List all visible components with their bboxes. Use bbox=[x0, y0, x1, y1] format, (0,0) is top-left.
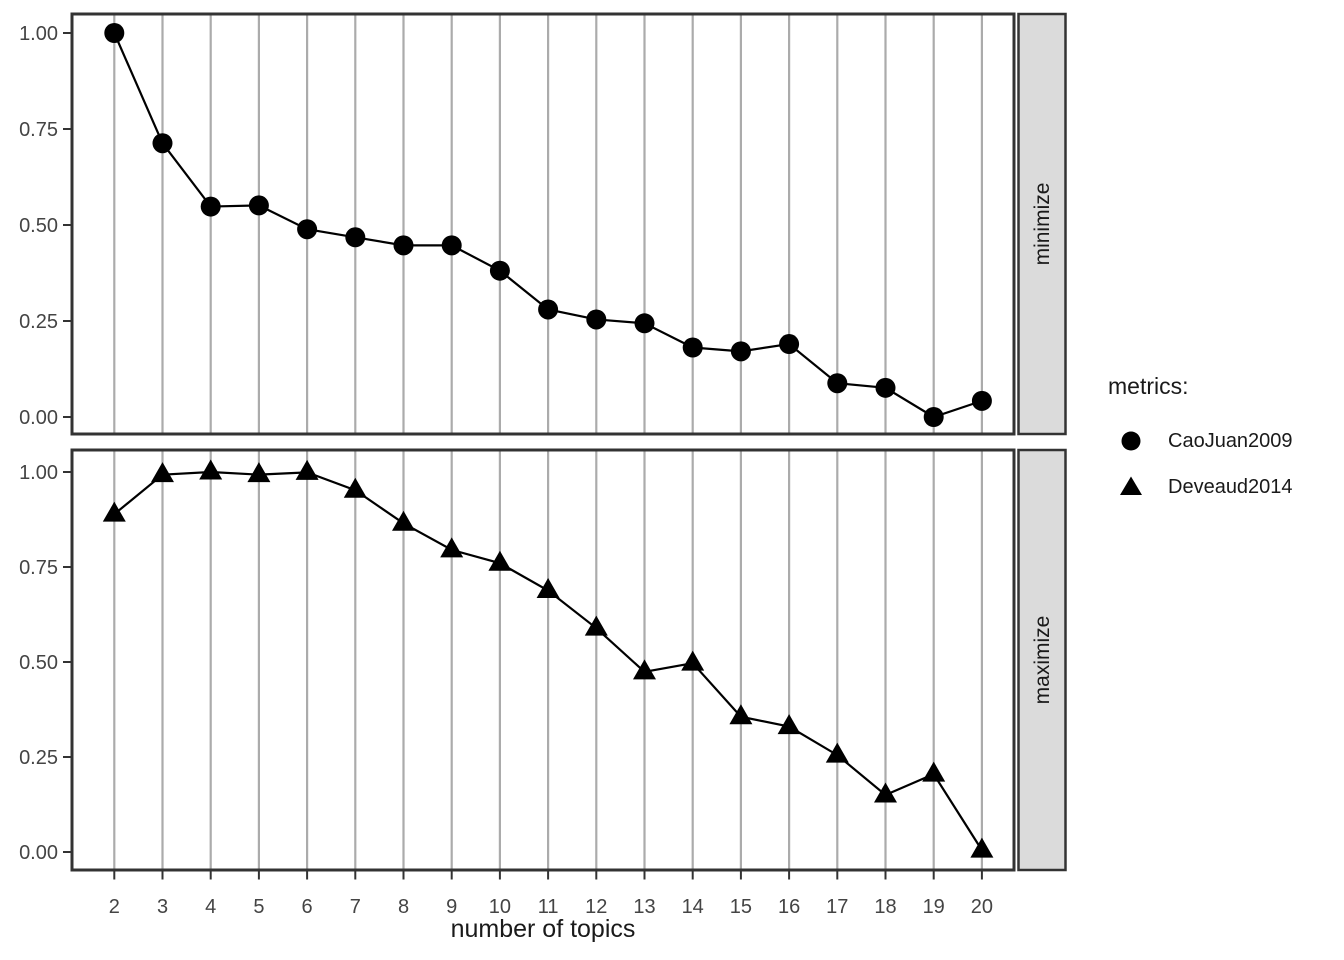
data-point-triangle bbox=[584, 615, 608, 636]
y-axis-tick-label: 0.75 bbox=[19, 557, 58, 579]
y-axis-tick-label: 0.00 bbox=[19, 407, 58, 429]
data-point-circle bbox=[971, 390, 992, 411]
legend-items: CaoJuan2009 Deveaud2014 bbox=[1108, 418, 1338, 510]
x-axis-tick-label: 20 bbox=[971, 896, 993, 918]
x-axis-tick-label: 12 bbox=[585, 896, 607, 918]
x-axis-tick-label: 19 bbox=[923, 896, 945, 918]
x-axis-tick-label: 4 bbox=[205, 896, 216, 918]
data-point-circle bbox=[827, 373, 848, 394]
x-axis-tick-label: 10 bbox=[489, 896, 511, 918]
y-axis-tick-label: 0.50 bbox=[19, 215, 58, 237]
x-axis-tick-label: 9 bbox=[446, 896, 457, 918]
facet-strip bbox=[1017, 448, 1067, 872]
facet-strip-label: maximize bbox=[1031, 616, 1054, 705]
data-point-circle bbox=[441, 235, 462, 256]
data-point-triangle bbox=[874, 782, 897, 803]
x-axis-tick-label: 15 bbox=[730, 896, 752, 918]
data-point-triangle bbox=[681, 650, 705, 671]
legend-item-label: CaoJuan2009 bbox=[1168, 429, 1293, 452]
panel-border bbox=[70, 12, 1016, 436]
data-point-circle bbox=[682, 337, 703, 358]
y-axis-tick-label: 1.00 bbox=[19, 462, 58, 484]
x-axis-tick-label: 7 bbox=[350, 896, 361, 918]
y-axis-tick-label: 0.25 bbox=[19, 311, 58, 333]
data-point-triangle bbox=[536, 578, 560, 599]
data-point-circle bbox=[489, 260, 510, 281]
x-axis-tick-label: 14 bbox=[682, 896, 704, 918]
legend: metrics: CaoJuan2009 Deveaud2014 bbox=[1108, 372, 1338, 510]
x-axis-tick-label: 17 bbox=[826, 896, 848, 918]
data-point-circle bbox=[152, 133, 173, 154]
x-axis-tick-label: 3 bbox=[157, 896, 168, 918]
data-point-circle bbox=[345, 227, 366, 248]
data-point-triangle bbox=[392, 510, 415, 531]
data-point-circle bbox=[923, 407, 944, 427]
data-point-circle bbox=[104, 23, 125, 43]
x-axis-tick-label: 16 bbox=[778, 896, 800, 918]
y-axis-tick-label: 0.00 bbox=[19, 842, 58, 864]
data-point-triangle bbox=[633, 659, 656, 680]
legend-item-label: Deveaud2014 bbox=[1168, 475, 1293, 498]
data-point-triangle bbox=[729, 704, 753, 725]
data-point-triangle bbox=[970, 837, 994, 858]
data-point-circle bbox=[248, 195, 269, 216]
x-axis-tick-label: 8 bbox=[398, 896, 409, 918]
facet-strip bbox=[1017, 12, 1067, 436]
y-axis-tick-label: 1.00 bbox=[19, 23, 58, 45]
data-point-circle bbox=[586, 309, 607, 330]
data-point-triangle bbox=[488, 550, 512, 571]
data-point-circle bbox=[634, 313, 655, 334]
legend-title: metrics: bbox=[1108, 373, 1189, 399]
y-axis-tick-label: 0.75 bbox=[19, 119, 58, 141]
legend-item: CaoJuan2009 bbox=[1108, 418, 1338, 464]
x-axis-tick-label: 11 bbox=[538, 896, 559, 918]
y-axis-tick-label: 0.25 bbox=[19, 747, 58, 769]
x-axis-tick-label: 13 bbox=[633, 896, 655, 918]
data-point-circle bbox=[297, 219, 318, 240]
x-axis-tick-label: 5 bbox=[253, 896, 264, 918]
data-point-triangle bbox=[343, 477, 367, 498]
data-point-circle bbox=[200, 196, 221, 217]
data-point-circle bbox=[730, 341, 751, 362]
legend-item: Deveaud2014 bbox=[1108, 464, 1338, 510]
x-axis-tick-label: 2 bbox=[109, 896, 120, 918]
data-point-triangle bbox=[777, 714, 801, 735]
data-point-circle bbox=[875, 377, 896, 398]
y-axis-tick-label: 0.50 bbox=[19, 652, 58, 674]
facet-strip-label: minimize bbox=[1031, 183, 1054, 266]
data-point-triangle bbox=[922, 761, 946, 782]
x-axis-tick-label: 18 bbox=[874, 896, 896, 918]
data-point-circle bbox=[538, 299, 559, 320]
data-point-triangle bbox=[247, 462, 271, 483]
data-point-triangle bbox=[102, 501, 126, 522]
panel-border bbox=[70, 448, 1016, 872]
data-point-circle bbox=[779, 334, 800, 355]
data-point-triangle bbox=[199, 459, 223, 480]
data-point-triangle bbox=[295, 459, 319, 480]
x-axis-title: number of topics bbox=[450, 915, 636, 943]
data-point-circle bbox=[393, 235, 414, 256]
data-point-triangle bbox=[825, 742, 849, 763]
data-point-triangle bbox=[151, 462, 174, 483]
data-point-triangle bbox=[440, 537, 464, 558]
x-axis-tick-label: 6 bbox=[302, 896, 313, 918]
triangle-icon bbox=[1120, 476, 1142, 495]
circle-icon bbox=[1121, 431, 1141, 451]
